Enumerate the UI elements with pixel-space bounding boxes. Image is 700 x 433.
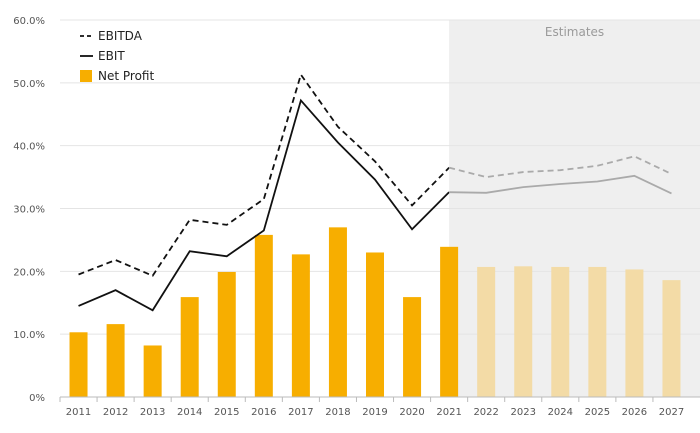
x-tick-label: 2021: [436, 407, 461, 418]
legend-swatch: [80, 70, 92, 82]
net-profit-bar: [254, 234, 273, 397]
net-profit-bar: [625, 269, 644, 397]
line-series: [78, 72, 672, 312]
net-profit-bar: [180, 297, 199, 397]
ebit-line-actual: [78, 98, 450, 312]
x-tick-label: 2017: [288, 407, 313, 418]
legend-label: EBIT: [98, 49, 125, 63]
net-profit-bar: [69, 332, 88, 397]
y-tick-label: 40.0%: [13, 142, 45, 153]
x-tick-label: 2015: [214, 407, 239, 418]
ebitda-line-estimate: [448, 155, 672, 178]
net-profit-bar: [366, 252, 384, 397]
net-profit-bar: [217, 271, 236, 397]
x-tick-label: 2020: [399, 407, 424, 418]
x-tick-label: 2027: [659, 407, 684, 418]
x-tick-label: 2024: [548, 407, 573, 418]
net-profit-bar: [143, 345, 162, 397]
net-profit-bar: [328, 227, 347, 397]
x-tick-label: 2023: [511, 407, 536, 418]
net-profit-bar: [440, 246, 459, 397]
net-profit-bar: [588, 266, 607, 397]
net-profit-bar: [477, 266, 496, 397]
net-profit-bar: [403, 297, 422, 397]
x-tick-label: 2025: [585, 407, 610, 418]
net-profit-bar: [106, 324, 125, 397]
estimates-label: Estimates: [545, 25, 604, 39]
net-profit-bar: [291, 254, 310, 397]
net-profit-bar: [514, 266, 533, 397]
axes: 0% 10.0% 20.0% 30.0% 40.0% 50.0% 60.0% 2011 2012…: [13, 16, 700, 418]
legend-item-ebit: EBIT: [80, 49, 125, 63]
x-tick-label: 2011: [66, 407, 91, 418]
legend-label: EBITDA: [98, 29, 143, 43]
y-tick-label: 20.0%: [13, 267, 45, 278]
legend: EBITDA EBIT Net Profit: [80, 29, 154, 83]
x-tick-label: 2026: [622, 407, 647, 418]
legend-label: Net Profit: [98, 69, 154, 83]
y-tick-label: 30.0%: [13, 205, 45, 216]
x-tick-label: 2022: [473, 407, 498, 418]
net-profit-bar: [662, 280, 681, 397]
net-profit-bar: [551, 266, 570, 397]
y-tick-label: 10.0%: [13, 330, 45, 341]
y-tick-label: 0%: [29, 393, 45, 404]
ebit-line-estimate: [449, 174, 672, 195]
x-tick-label: 2019: [362, 407, 387, 418]
x-tick-label: 2016: [251, 407, 276, 418]
net-profit-bars: [69, 227, 681, 397]
x-tick-label: 2014: [177, 407, 202, 418]
x-tick-label: 2013: [140, 407, 165, 418]
x-tick-label: 2018: [325, 407, 350, 418]
y-tick-label: 60.0%: [13, 16, 45, 27]
y-tick-label: 50.0%: [13, 79, 45, 90]
legend-item-ebitda: EBITDA: [80, 29, 143, 43]
legend-item-net-profit: Net Profit: [80, 69, 154, 83]
x-tick-label: 2012: [103, 407, 128, 418]
ebitda-line-actual: [78, 72, 450, 277]
